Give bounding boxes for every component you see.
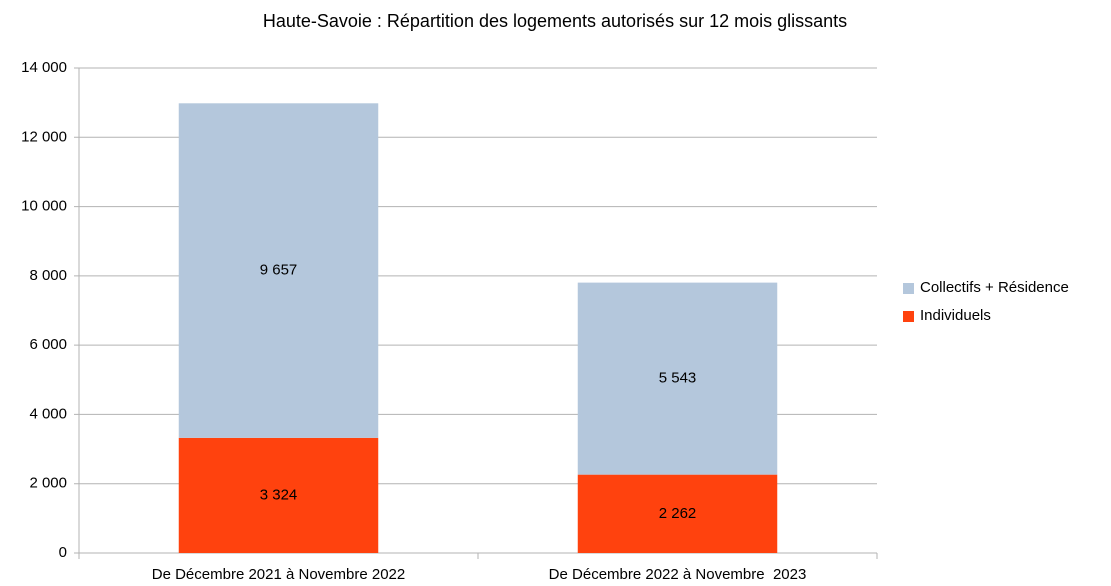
legend-swatch xyxy=(903,311,914,322)
data-label: 3 324 xyxy=(260,486,298,503)
bar-segment xyxy=(577,282,778,475)
y-tick-label: 8 000 xyxy=(29,267,67,284)
y-tick-label: 0 xyxy=(59,544,67,561)
y-tick-label: 10 000 xyxy=(21,198,67,215)
y-tick-label: 14 000 xyxy=(21,59,67,76)
y-tick-label: 12 000 xyxy=(21,128,67,145)
y-tick-label: 6 000 xyxy=(29,336,67,353)
legend-label: Collectifs + Résidence xyxy=(920,279,1069,296)
data-label: 5 543 xyxy=(659,370,697,387)
data-label: 2 262 xyxy=(659,505,697,522)
x-tick-label: De Décembre 2021 à Novembre 2022 xyxy=(152,566,405,583)
y-tick-label: 4 000 xyxy=(29,405,67,422)
bar-segment xyxy=(577,474,778,553)
bar-segment xyxy=(178,103,379,438)
legend-swatch xyxy=(903,283,914,294)
y-tick-label: 2 000 xyxy=(29,475,67,492)
bar-segment xyxy=(178,437,379,553)
data-label: 9 657 xyxy=(260,262,298,279)
legend-label: Individuels xyxy=(920,307,991,324)
chart-title: Haute-Savoie : Répartition des logements… xyxy=(263,11,847,31)
x-tick-label: De Décembre 2022 à Novembre 2023 xyxy=(549,566,807,583)
